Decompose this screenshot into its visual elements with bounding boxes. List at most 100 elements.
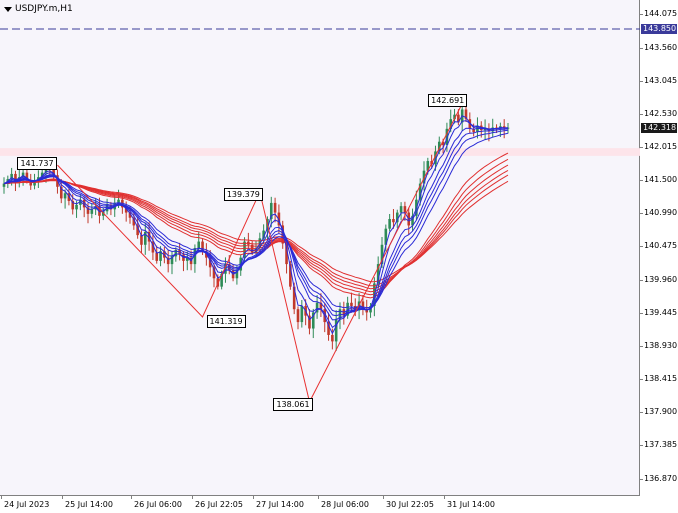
candle-body [331, 334, 334, 342]
candle-body [319, 302, 323, 310]
price-tick-mark [640, 80, 643, 82]
price-tick-mark [640, 478, 643, 480]
time-scale[interactable]: 24 Jul 2023 25 Jul 14:00 26 Jul 06:00 26 Ju… [0, 496, 640, 512]
time-tick-label: 26 Jul 22:05 [195, 500, 243, 509]
swing-price-label: 141.737 [17, 157, 57, 171]
candle-body [128, 212, 132, 218]
fast-ma-line-3 [3, 127, 509, 321]
fast-ma-line-2 [3, 120, 509, 329]
price-tick-label: 141.500 [644, 175, 678, 185]
candle-body [453, 114, 456, 120]
fast-ma-line-4 [3, 128, 509, 317]
price-tick: 138.415 [640, 374, 678, 384]
price-tick-mark [640, 445, 643, 447]
price-tick: 143.560 [640, 43, 678, 53]
slow-ma-line-6 [3, 180, 509, 283]
candle-body [29, 180, 33, 186]
candle-body [441, 141, 445, 145]
price-tick-mark [640, 379, 643, 381]
price-tick: 143.045 [640, 76, 678, 86]
candle-body [361, 301, 365, 310]
candle-body [308, 315, 311, 329]
candle-body [292, 286, 296, 310]
price-tick-label: 140.990 [644, 208, 678, 218]
price-tick-label: 143.560 [644, 42, 678, 52]
symbol-label: USDJPY.m,H1 [15, 4, 73, 14]
current-price-tag: 142.318 [641, 122, 677, 133]
candle-body [21, 172, 25, 178]
price-tick-mark [640, 213, 643, 215]
price-tick: 141.500 [640, 175, 678, 185]
candle-body [147, 231, 151, 242]
plot-area[interactable]: USDJPY.m,H1 141.737 141.319 139.379 138.061… [0, 0, 640, 496]
candle-body [75, 204, 78, 210]
candle-body [426, 161, 430, 171]
candle-body [418, 183, 422, 200]
candle-body [445, 128, 449, 145]
candle-body [143, 231, 147, 245]
candle-body [437, 141, 441, 152]
candle-body [449, 119, 453, 129]
candle-body [315, 302, 319, 313]
time-tick-mark [131, 496, 132, 499]
price-tick: 137.385 [640, 440, 678, 450]
time-tick-mark [318, 496, 319, 499]
time-tick-label: 27 Jul 14:00 [256, 500, 304, 509]
price-scale[interactable]: 144.075 143.560 143.045 142.530 142.015 141.5… [640, 0, 678, 496]
candle-body [296, 309, 300, 323]
candle-body [159, 251, 162, 261]
time-tick-mark [383, 496, 384, 499]
time-tick-label: 26 Jul 06:00 [134, 500, 182, 509]
candle-body [59, 186, 63, 199]
time-tick-mark [192, 496, 193, 499]
candle-body [117, 199, 120, 203]
price-tick-mark [640, 412, 643, 414]
time-tick-label: 28 Jul 06:00 [321, 500, 369, 509]
symbol-header[interactable]: USDJPY.m,H1 [4, 3, 73, 15]
price-tick-mark [640, 147, 643, 149]
candle-body [457, 114, 460, 123]
candle-body [124, 207, 128, 213]
time-tick-mark [253, 496, 254, 499]
candle-body [384, 228, 388, 245]
candle-body [243, 241, 246, 258]
slow-ma-line-1 [3, 152, 509, 299]
candle-body [289, 264, 292, 287]
candle-body [281, 225, 285, 244]
price-tick: 144.075 [640, 9, 678, 19]
dropdown-triangle-icon[interactable] [4, 6, 12, 12]
candle-body [10, 173, 13, 180]
time-tick-label: 25 Jul 14:00 [65, 500, 113, 509]
price-tick-label: 139.445 [644, 307, 678, 317]
candle-body [166, 257, 170, 265]
candle-body [483, 128, 487, 131]
candle-body [197, 241, 201, 248]
price-tick: 142.015 [640, 142, 678, 152]
candle-body [411, 215, 414, 226]
price-tick-label: 138.930 [644, 340, 678, 350]
candle-body [86, 207, 90, 214]
candle-body [174, 249, 178, 257]
candle-body [109, 204, 113, 210]
candle-body [132, 217, 136, 226]
time-tick-label: 24 Jul 2023 [4, 500, 50, 509]
slow-ma-line-3 [3, 164, 509, 293]
price-tick-mark [640, 312, 643, 314]
price-tick-label: 139.960 [644, 274, 678, 284]
swing-price-label: 142.691 [428, 93, 468, 107]
candle-body [227, 264, 231, 271]
candle-body [269, 202, 273, 220]
candle-body [136, 225, 139, 236]
price-tick-label: 138.415 [644, 374, 678, 384]
price-tick: 139.445 [640, 308, 678, 318]
swing-price-label: 139.379 [223, 188, 263, 202]
candle-body [2, 183, 6, 187]
candle-body [285, 243, 288, 265]
price-tick-mark [640, 345, 643, 347]
candle-body [224, 264, 227, 274]
price-tick-mark [640, 47, 643, 49]
chart-svg [0, 28, 640, 404]
candle-body [403, 206, 407, 213]
candle-body [201, 241, 204, 252]
